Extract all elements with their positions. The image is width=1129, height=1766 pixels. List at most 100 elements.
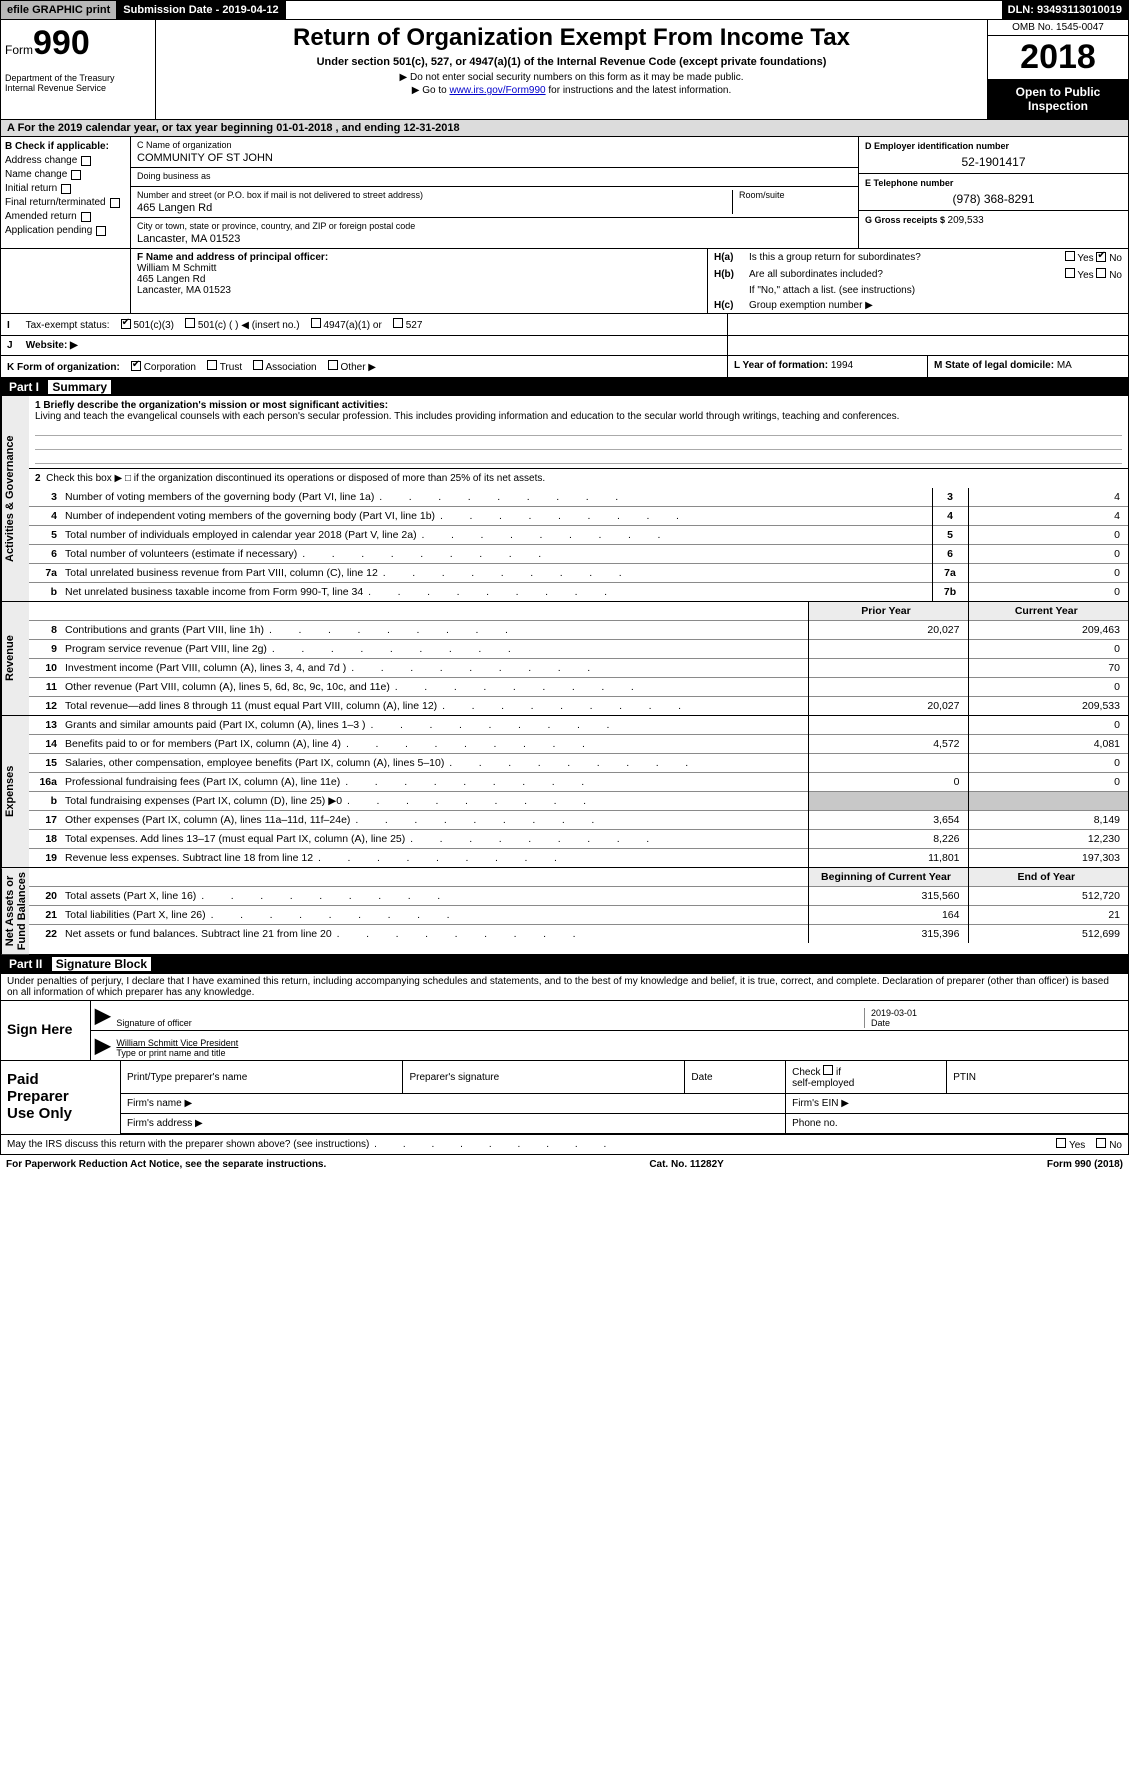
checkbox-icon[interactable] (823, 1065, 833, 1075)
form-note-1: ▶ Do not enter social security numbers o… (160, 72, 983, 83)
sign-here-label: Sign Here (1, 1001, 91, 1060)
discuss-text: May the IRS discuss this return with the… (7, 1139, 608, 1150)
exp-body: 13Grants and similar amounts paid (Part … (29, 716, 1128, 867)
city-label: City or town, state or province, country… (137, 221, 852, 231)
checkbox-icon[interactable] (328, 360, 338, 370)
dba-cell: Doing business as (131, 168, 858, 187)
col-b-label: B Check if applicable: (5, 141, 126, 152)
checkbox-icon[interactable] (81, 212, 91, 222)
current-value: 8,149 (968, 811, 1128, 830)
opt-other: Other ▶ (341, 362, 376, 373)
firm-phone-cell: Phone no. (786, 1114, 1128, 1134)
org-name-label: C Name of organization (137, 140, 852, 150)
line-value: 4 (968, 507, 1128, 526)
checkbox-icon[interactable] (1065, 268, 1075, 278)
footer-right-post: (2018) (1091, 1159, 1123, 1170)
opt-corp: Corporation (144, 362, 196, 373)
col-header-current: End of Year (968, 868, 1128, 887)
phone-value: (978) 368-8291 (865, 192, 1122, 206)
line-1-label: 1 Briefly describe the organization's mi… (35, 400, 388, 411)
prior-value: 20,027 (808, 697, 968, 716)
addr-cell: Number and street (or P.O. box if mail i… (131, 187, 858, 218)
blank (61, 602, 808, 621)
h-a-answer: Yes No (1065, 251, 1122, 264)
checkbox-icon[interactable] (1096, 1138, 1106, 1148)
table-row: 5Total number of individuals employed in… (29, 526, 1128, 545)
checkbox-icon[interactable] (71, 170, 81, 180)
topbar-gap (286, 1, 1002, 19)
side-governance: Activities & Governance (1, 396, 29, 601)
sig-line-1: ▶ Signature of officer 2019-03-01 Date (91, 1001, 1128, 1031)
line-label: Other revenue (Part VIII, column (A), li… (61, 678, 808, 697)
line-label: Number of independent voting members of … (61, 507, 932, 526)
checkbox-icon[interactable] (1065, 251, 1075, 261)
checkbox-icon[interactable] (61, 184, 71, 194)
table-row: 14Benefits paid to or for members (Part … (29, 735, 1128, 754)
checkbox-icon[interactable] (81, 156, 91, 166)
checkbox-icon[interactable] (121, 319, 131, 329)
line-value: 0 (968, 526, 1128, 545)
table-row: 18Total expenses. Add lines 13–17 (must … (29, 830, 1128, 849)
table-row: 17Other expenses (Part IX, column (A), l… (29, 811, 1128, 830)
col-b-item-label: Amended return (5, 211, 77, 222)
checkbox-icon[interactable] (1096, 252, 1106, 262)
footer-left: For Paperwork Reduction Act Notice, see … (6, 1159, 326, 1170)
line-label: Total expenses. Add lines 13–17 (must eq… (61, 830, 808, 849)
current-value: 0 (968, 640, 1128, 659)
current-value (968, 792, 1128, 811)
current-value: 512,720 (968, 887, 1128, 906)
footer-row: For Paperwork Reduction Act Notice, see … (0, 1155, 1129, 1174)
line-num: 18 (29, 830, 61, 849)
form990-link[interactable]: www.irs.gov/Form990 (449, 85, 545, 96)
line-num: b (29, 792, 61, 811)
line-num: 19 (29, 849, 61, 868)
prior-value (808, 754, 968, 773)
sign-body: ▶ Signature of officer 2019-03-01 Date ▶… (91, 1001, 1128, 1060)
checkbox-icon[interactable] (131, 361, 141, 371)
checkbox-icon[interactable] (1056, 1138, 1066, 1148)
col-b-item: Address change (5, 155, 126, 166)
form-number: Form990 (5, 24, 151, 63)
opt-trust: Trust (220, 362, 242, 373)
checkbox-icon[interactable] (1096, 268, 1106, 278)
opt-501c3: 501(c)(3) (133, 320, 174, 331)
prep-ptin-hdr: PTIN (947, 1061, 1128, 1094)
line-value: 0 (968, 545, 1128, 564)
irs-discuss-row: May the IRS discuss this return with the… (0, 1135, 1129, 1155)
current-value: 512,699 (968, 925, 1128, 944)
rev-body: Prior YearCurrent Year8Contributions and… (29, 602, 1128, 715)
part-2-wrap: Part II Signature Block (0, 955, 1129, 974)
form-note-2: ▶ Go to www.irs.gov/Form990 for instruct… (160, 85, 983, 96)
h-b-answer: Yes No (1065, 268, 1122, 281)
current-value: 209,533 (968, 697, 1128, 716)
current-value: 0 (968, 773, 1128, 792)
line-label: Total number of volunteers (estimate if … (61, 545, 932, 564)
checkbox-icon[interactable] (110, 198, 120, 208)
table-row: 11Other revenue (Part VIII, column (A), … (29, 678, 1128, 697)
dept-label: Department of the Treasury Internal Reve… (5, 73, 151, 93)
line-label: Professional fundraising fees (Part IX, … (61, 773, 808, 792)
row-m-value: MA (1057, 360, 1072, 371)
prior-value (808, 678, 968, 697)
col-b-item-label: Application pending (5, 225, 92, 236)
checkbox-icon[interactable] (96, 226, 106, 236)
section-a-pre: A For the 2019 calendar year, or tax yea… (7, 122, 276, 134)
summary-expenses: Expenses 13Grants and similar amounts pa… (1, 715, 1128, 867)
checkbox-icon[interactable] (253, 360, 263, 370)
officer-name: William M Schmitt (137, 263, 701, 274)
h-a-text: Is this a group return for subordinates? (749, 252, 1065, 263)
checkbox-icon[interactable] (393, 318, 403, 328)
checkbox-icon[interactable] (207, 360, 217, 370)
side-revenue: Revenue (1, 602, 29, 715)
checkbox-icon[interactable] (185, 318, 195, 328)
checkbox-icon[interactable] (311, 318, 321, 328)
no-label: No (1109, 253, 1122, 264)
section-a-begin: 01-01-2018 (276, 122, 332, 134)
section-a-mid: , and ending (332, 122, 403, 134)
summary-netassets: Net Assets or Fund Balances Beginning of… (1, 867, 1128, 954)
paid-preparer-row: Paid Preparer Use Only Print/Type prepar… (0, 1061, 1129, 1135)
line-num: 16a (29, 773, 61, 792)
room-cell: Room/suite (732, 190, 852, 214)
sign-here-row: Sign Here ▶ Signature of officer 2019-03… (0, 1001, 1129, 1061)
col-header-current: Current Year (968, 602, 1128, 621)
